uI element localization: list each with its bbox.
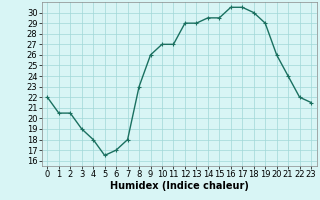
X-axis label: Humidex (Indice chaleur): Humidex (Indice chaleur) <box>110 181 249 191</box>
